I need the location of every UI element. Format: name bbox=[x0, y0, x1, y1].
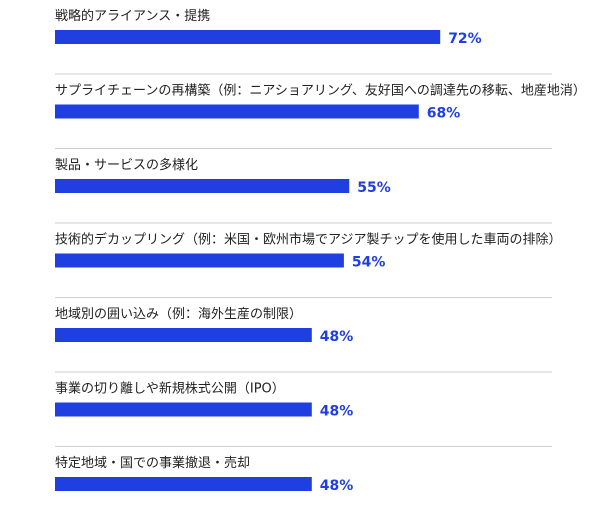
bar bbox=[55, 402, 312, 417]
bar-row: 戦略的アライアンス・提携 72% bbox=[55, 8, 552, 75]
bar bbox=[55, 253, 344, 268]
value-label: 48% bbox=[320, 329, 354, 345]
value-label: 48% bbox=[320, 404, 354, 420]
bar-row: 技術的デカップリング（例：米国・欧州市場でアジア製チップを使用した車両の排除） 5… bbox=[55, 232, 561, 298]
bar bbox=[55, 104, 419, 119]
value-label: 72% bbox=[448, 31, 482, 47]
bar bbox=[55, 477, 312, 491]
value-label: 48% bbox=[320, 478, 354, 494]
bar-row: 地域別の囲い込み（例：海外生産の制限） 48% bbox=[55, 306, 552, 373]
category-label: 特定地域・国での事業撤退・売却 bbox=[55, 455, 250, 471]
category-label: 事業の切り離しや新規株式公開（IPO） bbox=[55, 381, 285, 397]
value-label: 68% bbox=[427, 106, 461, 122]
value-label: 54% bbox=[352, 255, 386, 271]
bar bbox=[55, 30, 441, 44]
category-label: 地域別の囲い込み（例：海外生産の制限） bbox=[55, 306, 302, 322]
bar-row: サプライチェーンの再構築（例：ニアショアリング、友好国への調達先の移転、地産地消… bbox=[55, 83, 586, 149]
category-label: サプライチェーンの再構築（例：ニアショアリング、友好国への調達先の移転、地産地消… bbox=[55, 83, 586, 99]
category-label: 製品・サービスの多様化 bbox=[55, 157, 198, 173]
bar-row: 特定地域・国での事業撤退・売却 48% bbox=[55, 455, 353, 494]
category-label: 技術的デカップリング（例：米国・欧州市場でアジア製チップを使用した車両の排除） bbox=[55, 232, 561, 248]
value-label: 55% bbox=[357, 180, 391, 196]
bar-row: 事業の切り離しや新規株式公開（IPO） 48% bbox=[55, 381, 552, 447]
bar bbox=[55, 179, 350, 193]
bar-row: 製品・サービスの多様化 55% bbox=[55, 157, 552, 224]
bar bbox=[55, 328, 312, 342]
category-label: 戦略的アライアンス・提携 bbox=[55, 8, 210, 24]
